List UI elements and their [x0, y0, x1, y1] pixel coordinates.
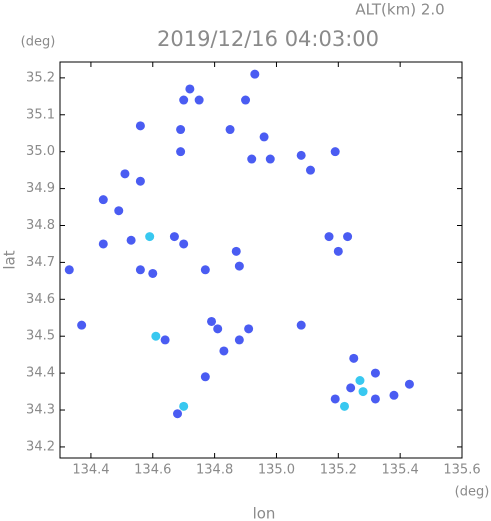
echo	[355, 375, 365, 385]
echo	[160, 335, 170, 345]
y-tick-label: 35.2	[26, 70, 55, 85]
y-tick-label: 34.2	[26, 439, 55, 454]
echo	[330, 147, 340, 157]
subtitle: ALT(km) 2.0	[355, 1, 444, 19]
echo	[219, 346, 229, 356]
echo	[114, 206, 124, 216]
x-label: lon	[253, 505, 276, 521]
echo	[259, 132, 269, 142]
echo	[349, 353, 359, 363]
echo	[135, 176, 145, 186]
y-tick-label: 34.7	[26, 255, 55, 270]
y-label: lat	[1, 250, 19, 269]
y-tick-label: 34.9	[26, 181, 55, 196]
echo	[234, 261, 244, 271]
echo	[176, 147, 186, 157]
y-tick-label: 35.1	[26, 107, 55, 122]
chart-title: 2019/12/16 04:03:00	[157, 27, 379, 51]
echo	[234, 335, 244, 345]
echo	[98, 195, 108, 205]
echo	[370, 394, 380, 404]
echo	[169, 232, 179, 242]
x-unit: (deg)	[455, 485, 490, 500]
echo	[265, 154, 275, 164]
y-unit: (deg)	[21, 35, 56, 50]
echo	[135, 265, 145, 275]
echo	[296, 150, 306, 160]
echo	[333, 246, 343, 256]
x-tick-label: 135.2	[320, 463, 357, 478]
echo	[404, 379, 414, 389]
echo	[324, 232, 334, 242]
echo	[179, 239, 189, 249]
x-tick-label: 134.8	[196, 463, 233, 478]
x-tick-label: 135.0	[258, 463, 295, 478]
echo	[200, 265, 210, 275]
plot-frame	[59, 61, 463, 459]
echo	[135, 121, 145, 131]
echo	[213, 324, 223, 334]
echo	[389, 390, 399, 400]
echo	[176, 125, 186, 135]
echo	[148, 268, 158, 278]
echo	[370, 368, 380, 378]
echo	[244, 324, 254, 334]
echo	[98, 239, 108, 249]
echo	[126, 235, 136, 245]
echo	[207, 316, 217, 326]
echo	[247, 154, 257, 164]
echo	[330, 394, 340, 404]
echo	[179, 401, 189, 411]
x-tick-label: 135.4	[382, 463, 419, 478]
echo	[200, 372, 210, 382]
x-tick-label: 134.4	[72, 463, 109, 478]
echo	[346, 383, 356, 393]
echo	[343, 232, 353, 242]
y-tick-label: 34.8	[26, 218, 55, 233]
echo	[358, 387, 368, 397]
echo	[231, 246, 241, 256]
echo	[250, 69, 260, 79]
echo	[173, 409, 183, 419]
y-tick-label: 34.5	[26, 329, 55, 344]
echo	[305, 165, 315, 175]
y-tick-label: 34.4	[26, 366, 55, 381]
x-tick-label: 134.6	[134, 463, 171, 478]
echo	[120, 169, 130, 179]
echo	[145, 232, 155, 242]
echo	[225, 125, 235, 135]
echo	[64, 265, 74, 275]
echo	[194, 95, 204, 105]
echo	[241, 95, 251, 105]
echo	[185, 84, 195, 94]
echo	[179, 95, 189, 105]
echo	[77, 320, 87, 330]
x-tick-label: 135.6	[443, 463, 480, 478]
y-tick-label: 35.0	[26, 144, 55, 159]
echo	[296, 320, 306, 330]
echo	[151, 331, 161, 341]
y-tick-label: 34.3	[26, 403, 55, 418]
echo	[339, 401, 349, 411]
y-tick-label: 34.6	[26, 292, 55, 307]
